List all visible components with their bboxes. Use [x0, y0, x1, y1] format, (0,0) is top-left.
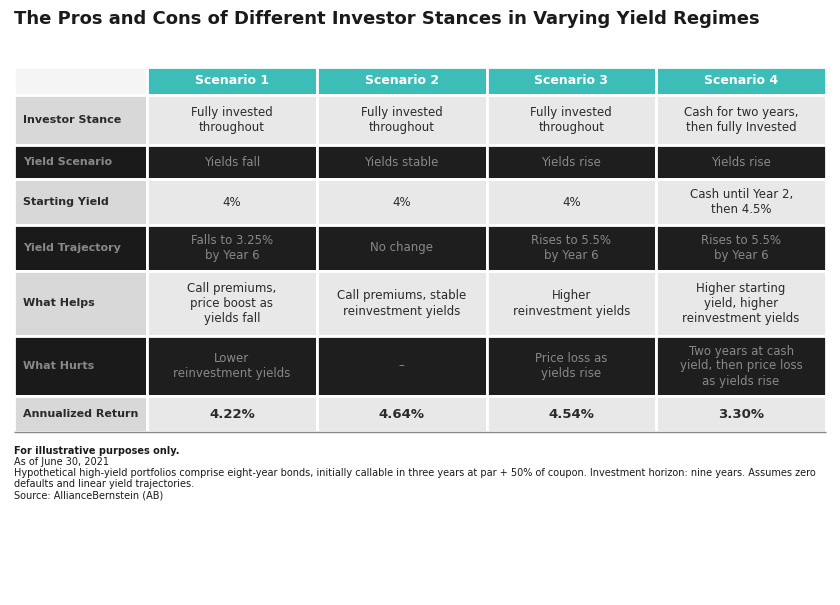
Text: Yields stable: Yields stable [365, 155, 438, 169]
Text: Starting Yield: Starting Yield [23, 197, 108, 207]
Text: Cash for two years,
then fully Invested: Cash for two years, then fully Invested [684, 106, 798, 134]
Text: Scenario 2: Scenario 2 [365, 74, 438, 88]
Bar [317, 145, 486, 179]
Text: Lower
reinvestment yields: Lower reinvestment yields [173, 352, 291, 380]
Bar [656, 179, 826, 225]
Text: Rises to 5.5%
by Year 6: Rises to 5.5% by Year 6 [532, 234, 612, 262]
Bar [317, 95, 486, 145]
Text: Fully invested
throughout: Fully invested throughout [360, 106, 443, 134]
Bar [14, 336, 147, 396]
Bar [147, 396, 317, 432]
Bar [486, 225, 656, 271]
Text: 4%: 4% [392, 195, 411, 209]
Text: Rises to 5.5%
by Year 6: Rises to 5.5% by Year 6 [701, 234, 781, 262]
Text: No change: No change [370, 241, 433, 255]
Bar [486, 271, 656, 336]
Bar [317, 336, 486, 396]
Text: Annualized Return: Annualized Return [23, 409, 139, 419]
Text: defaults and linear yield trajectories.: defaults and linear yield trajectories. [14, 479, 194, 489]
Bar [317, 271, 486, 336]
Text: Price loss as
yields rise: Price loss as yields rise [535, 352, 607, 380]
Text: Yields rise: Yields rise [542, 155, 601, 169]
Text: As of June 30, 2021: As of June 30, 2021 [14, 457, 109, 467]
Text: Fully invested
throughout: Fully invested throughout [531, 106, 612, 134]
Bar [14, 179, 147, 225]
Bar [486, 396, 656, 432]
Bar [147, 225, 317, 271]
Bar [656, 396, 826, 432]
Bar [656, 145, 826, 179]
Bar [147, 95, 317, 145]
Text: Scenario 4: Scenario 4 [704, 74, 778, 88]
Bar [656, 95, 826, 145]
Text: Yield Scenario: Yield Scenario [23, 157, 112, 167]
Bar [14, 95, 147, 145]
Text: Falls to 3.25%
by Year 6: Falls to 3.25% by Year 6 [191, 234, 273, 262]
Text: Higher starting
yield, higher
reinvestment yields: Higher starting yield, higher reinvestme… [682, 282, 800, 325]
Text: Fully invested
throughout: Fully invested throughout [191, 106, 273, 134]
Bar [317, 396, 486, 432]
Text: Higher
reinvestment yields: Higher reinvestment yields [512, 290, 630, 318]
Text: Call premiums,
price boost as
yields fall: Call premiums, price boost as yields fal… [187, 282, 276, 325]
Bar [147, 145, 317, 179]
Bar [486, 336, 656, 396]
Bar [656, 67, 826, 95]
Bar [14, 271, 147, 336]
Bar [486, 179, 656, 225]
Bar [317, 67, 486, 95]
Text: Source: AllianceBernstein (AB): Source: AllianceBernstein (AB) [14, 490, 163, 500]
Text: –: – [399, 359, 405, 373]
Text: 4%: 4% [223, 195, 241, 209]
Text: Scenario 3: Scenario 3 [534, 74, 608, 88]
Text: For illustrative purposes only.: For illustrative purposes only. [14, 446, 180, 456]
Text: 3.30%: 3.30% [718, 408, 764, 420]
Bar [14, 225, 147, 271]
Text: 4.22%: 4.22% [209, 408, 255, 420]
Text: What Hurts: What Hurts [23, 361, 94, 371]
Text: Scenario 1: Scenario 1 [195, 74, 269, 88]
Bar [14, 145, 147, 179]
Text: 4.54%: 4.54% [549, 408, 595, 420]
Text: Cash until Year 2,
then 4.5%: Cash until Year 2, then 4.5% [690, 188, 793, 216]
Bar [486, 145, 656, 179]
Bar [14, 67, 147, 95]
Bar [486, 95, 656, 145]
Bar [317, 179, 486, 225]
Bar [14, 396, 147, 432]
Bar [147, 179, 317, 225]
Text: The Pros and Cons of Different Investor Stances in Varying Yield Regimes: The Pros and Cons of Different Investor … [14, 10, 759, 28]
Bar [147, 271, 317, 336]
Text: Yields rise: Yields rise [711, 155, 771, 169]
Text: 4%: 4% [562, 195, 580, 209]
Text: Investor Stance: Investor Stance [23, 115, 121, 125]
Text: 4.64%: 4.64% [379, 408, 425, 420]
Bar [656, 225, 826, 271]
Text: What Helps: What Helps [23, 298, 95, 309]
Bar [486, 67, 656, 95]
Bar [147, 67, 317, 95]
Bar [656, 336, 826, 396]
Bar [147, 336, 317, 396]
Text: Call premiums, stable
reinvestment yields: Call premiums, stable reinvestment yield… [337, 290, 466, 318]
Text: Two years at cash
yield, then price loss
as yields rise: Two years at cash yield, then price loss… [680, 344, 802, 387]
Text: Hypothetical high-yield portfolios comprise eight-year bonds, initially callable: Hypothetical high-yield portfolios compr… [14, 468, 816, 478]
Text: Yields fall: Yields fall [204, 155, 260, 169]
Bar [317, 225, 486, 271]
Bar [656, 271, 826, 336]
Text: Yield Trajectory: Yield Trajectory [23, 243, 121, 253]
